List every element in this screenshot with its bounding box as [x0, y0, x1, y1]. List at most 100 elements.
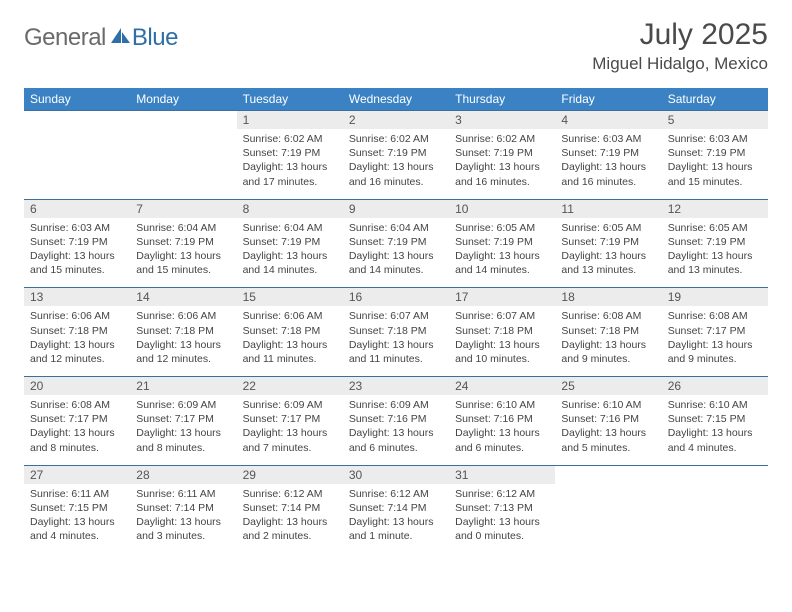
- day-number-cell: 16: [343, 288, 449, 307]
- calendar-page: General Blue July 2025 Miguel Hidalgo, M…: [0, 0, 792, 571]
- day-number-cell: 4: [555, 111, 661, 130]
- daylight-line-2: and 16 minutes.: [561, 175, 655, 189]
- weekday-header: Saturday: [662, 88, 768, 111]
- day-number-cell: 21: [130, 377, 236, 396]
- sunrise-line: Sunrise: 6:05 AM: [668, 221, 762, 235]
- sunrise-line: Sunrise: 6:04 AM: [243, 221, 337, 235]
- sunrise-line: Sunrise: 6:07 AM: [349, 309, 443, 323]
- daylight-line-1: Daylight: 13 hours: [349, 338, 443, 352]
- weekday-header-row: SundayMondayTuesdayWednesdayThursdayFrid…: [24, 88, 768, 111]
- daylight-line-1: Daylight: 13 hours: [30, 515, 124, 529]
- sunset-line: Sunset: 7:16 PM: [561, 412, 655, 426]
- sunset-line: Sunset: 7:17 PM: [30, 412, 124, 426]
- daylight-line-1: Daylight: 13 hours: [561, 426, 655, 440]
- day-content-cell: Sunrise: 6:11 AMSunset: 7:15 PMDaylight:…: [24, 484, 130, 554]
- day-number-cell: 28: [130, 465, 236, 484]
- daylight-line-2: and 0 minutes.: [455, 529, 549, 543]
- daylight-line-2: and 14 minutes.: [455, 263, 549, 277]
- day-content-cell: Sunrise: 6:08 AMSunset: 7:18 PMDaylight:…: [555, 306, 661, 376]
- sunrise-line: Sunrise: 6:06 AM: [136, 309, 230, 323]
- sunrise-line: Sunrise: 6:03 AM: [561, 132, 655, 146]
- day-number-cell: 25: [555, 377, 661, 396]
- day-number-cell: 3: [449, 111, 555, 130]
- day-number-cell: 22: [237, 377, 343, 396]
- daylight-line-1: Daylight: 13 hours: [561, 249, 655, 263]
- sunset-line: Sunset: 7:19 PM: [136, 235, 230, 249]
- day-content-cell: Sunrise: 6:07 AMSunset: 7:18 PMDaylight:…: [449, 306, 555, 376]
- sunset-line: Sunset: 7:19 PM: [243, 146, 337, 160]
- daylight-line-2: and 16 minutes.: [349, 175, 443, 189]
- day-number-cell: 2: [343, 111, 449, 130]
- day-content-cell: Sunrise: 6:02 AMSunset: 7:19 PMDaylight:…: [237, 129, 343, 199]
- day-content-cell: Sunrise: 6:06 AMSunset: 7:18 PMDaylight:…: [130, 306, 236, 376]
- daylight-line-1: Daylight: 13 hours: [668, 426, 762, 440]
- sunrise-line: Sunrise: 6:02 AM: [349, 132, 443, 146]
- sunrise-line: Sunrise: 6:06 AM: [243, 309, 337, 323]
- day-number-cell: 15: [237, 288, 343, 307]
- day-content-cell: [130, 129, 236, 199]
- sunset-line: Sunset: 7:14 PM: [349, 501, 443, 515]
- sunrise-line: Sunrise: 6:03 AM: [668, 132, 762, 146]
- sunset-line: Sunset: 7:19 PM: [668, 146, 762, 160]
- day-number-cell: [24, 111, 130, 130]
- day-number-cell: 26: [662, 377, 768, 396]
- daylight-line-1: Daylight: 13 hours: [136, 249, 230, 263]
- day-content-cell: Sunrise: 6:11 AMSunset: 7:14 PMDaylight:…: [130, 484, 236, 554]
- daylight-line-2: and 15 minutes.: [30, 263, 124, 277]
- sunrise-line: Sunrise: 6:10 AM: [455, 398, 549, 412]
- day-content-cell: Sunrise: 6:04 AMSunset: 7:19 PMDaylight:…: [343, 218, 449, 288]
- sunset-line: Sunset: 7:19 PM: [349, 146, 443, 160]
- daylight-line-2: and 8 minutes.: [136, 441, 230, 455]
- daylight-line-1: Daylight: 13 hours: [668, 160, 762, 174]
- brand-sail-icon: [110, 26, 132, 51]
- sunrise-line: Sunrise: 6:11 AM: [136, 487, 230, 501]
- daylight-line-2: and 14 minutes.: [243, 263, 337, 277]
- daylight-line-2: and 15 minutes.: [668, 175, 762, 189]
- day-number-cell: 8: [237, 199, 343, 218]
- page-header: General Blue July 2025 Miguel Hidalgo, M…: [24, 18, 768, 74]
- day-content-cell: Sunrise: 6:02 AMSunset: 7:19 PMDaylight:…: [343, 129, 449, 199]
- location-subtitle: Miguel Hidalgo, Mexico: [592, 54, 768, 74]
- sunset-line: Sunset: 7:18 PM: [561, 324, 655, 338]
- sunrise-line: Sunrise: 6:02 AM: [243, 132, 337, 146]
- day-content-cell: Sunrise: 6:12 AMSunset: 7:14 PMDaylight:…: [237, 484, 343, 554]
- day-number-cell: 29: [237, 465, 343, 484]
- daylight-line-1: Daylight: 13 hours: [136, 515, 230, 529]
- sunrise-line: Sunrise: 6:06 AM: [30, 309, 124, 323]
- daylight-line-1: Daylight: 13 hours: [30, 249, 124, 263]
- day-number-row: 12345: [24, 111, 768, 130]
- sunset-line: Sunset: 7:13 PM: [455, 501, 549, 515]
- day-content-cell: Sunrise: 6:10 AMSunset: 7:16 PMDaylight:…: [449, 395, 555, 465]
- day-content-cell: Sunrise: 6:05 AMSunset: 7:19 PMDaylight:…: [555, 218, 661, 288]
- sunrise-line: Sunrise: 6:12 AM: [349, 487, 443, 501]
- day-content-row: Sunrise: 6:06 AMSunset: 7:18 PMDaylight:…: [24, 306, 768, 376]
- sunrise-line: Sunrise: 6:10 AM: [668, 398, 762, 412]
- daylight-line-2: and 6 minutes.: [455, 441, 549, 455]
- day-number-cell: [130, 111, 236, 130]
- daylight-line-2: and 11 minutes.: [243, 352, 337, 366]
- daylight-line-1: Daylight: 13 hours: [668, 338, 762, 352]
- weekday-header: Tuesday: [237, 88, 343, 111]
- sunset-line: Sunset: 7:18 PM: [136, 324, 230, 338]
- sunrise-line: Sunrise: 6:08 AM: [561, 309, 655, 323]
- daylight-line-1: Daylight: 13 hours: [561, 338, 655, 352]
- daylight-line-2: and 4 minutes.: [668, 441, 762, 455]
- daylight-line-2: and 13 minutes.: [561, 263, 655, 277]
- sunrise-line: Sunrise: 6:04 AM: [349, 221, 443, 235]
- daylight-line-2: and 8 minutes.: [30, 441, 124, 455]
- day-number-cell: 23: [343, 377, 449, 396]
- sunset-line: Sunset: 7:19 PM: [455, 235, 549, 249]
- daylight-line-2: and 4 minutes.: [30, 529, 124, 543]
- day-number-cell: 24: [449, 377, 555, 396]
- sunrise-line: Sunrise: 6:11 AM: [30, 487, 124, 501]
- brand-logo: General Blue: [24, 24, 178, 52]
- day-number-cell: 12: [662, 199, 768, 218]
- daylight-line-2: and 16 minutes.: [455, 175, 549, 189]
- daylight-line-2: and 13 minutes.: [668, 263, 762, 277]
- sunset-line: Sunset: 7:15 PM: [30, 501, 124, 515]
- sunset-line: Sunset: 7:19 PM: [30, 235, 124, 249]
- sunset-line: Sunset: 7:19 PM: [561, 235, 655, 249]
- sunset-line: Sunset: 7:18 PM: [30, 324, 124, 338]
- sunset-line: Sunset: 7:19 PM: [455, 146, 549, 160]
- sunrise-line: Sunrise: 6:09 AM: [243, 398, 337, 412]
